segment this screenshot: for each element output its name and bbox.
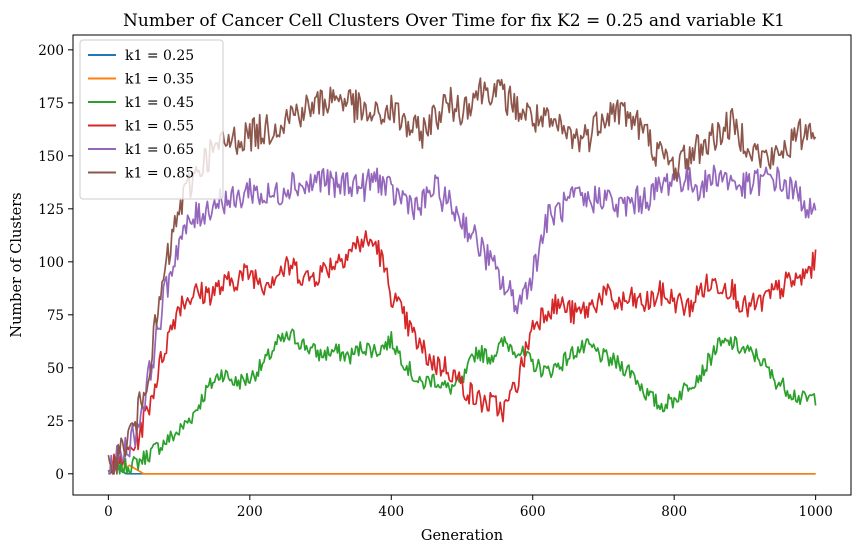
series-line-1 [107, 464, 816, 475]
y-tick-label: 125 [38, 202, 64, 218]
y-tick-label: 150 [38, 149, 64, 165]
y-tick-label: 50 [47, 361, 64, 377]
legend-label: k1 = 0.85 [125, 166, 194, 182]
series-line-2 [107, 328, 817, 475]
y-tick-label: 75 [47, 308, 64, 324]
series-layer [107, 77, 817, 475]
y-tick-label: 175 [38, 96, 64, 112]
x-tick-label: 600 [520, 504, 546, 520]
legend-label: k1 = 0.35 [125, 72, 194, 88]
legend-label: k1 = 0.65 [125, 142, 194, 158]
legend-label: k1 = 0.25 [125, 48, 194, 64]
y-tick-label: 0 [55, 467, 64, 483]
y-tick-label: 200 [38, 43, 64, 59]
legend-box [79, 39, 224, 200]
x-tick-label: 400 [378, 504, 404, 520]
series-line-0 [107, 466, 816, 475]
y-tick-label: 25 [47, 414, 64, 430]
legend: k1 = 0.25 k1 = 0.35 k1 = 0.45 k1 = 0.55 k1 =… [79, 39, 224, 200]
y-axis-label: Number of Clusters [9, 192, 25, 337]
series-line-4 [107, 164, 817, 475]
legend-label: k1 = 0.55 [125, 119, 194, 135]
legend-label: k1 = 0.45 [125, 95, 194, 111]
x-tick-label: 200 [237, 504, 263, 520]
plot-frame [72, 34, 852, 496]
x-axis-label: Generation [421, 528, 503, 544]
series-line-5 [107, 77, 817, 475]
axes: 0 200 400 600 800 1000 0 25 50 75 100 125 150 175 200 [38, 43, 833, 520]
x-tick-label: 1000 [798, 504, 832, 520]
series-line-3 [108, 230, 817, 475]
y-tick-label: 100 [38, 255, 64, 271]
chart-title: Number of Cancer Cell Clusters Over Time… [123, 11, 785, 31]
x-tick-label: 0 [104, 504, 113, 520]
x-tick-label: 800 [661, 504, 687, 520]
